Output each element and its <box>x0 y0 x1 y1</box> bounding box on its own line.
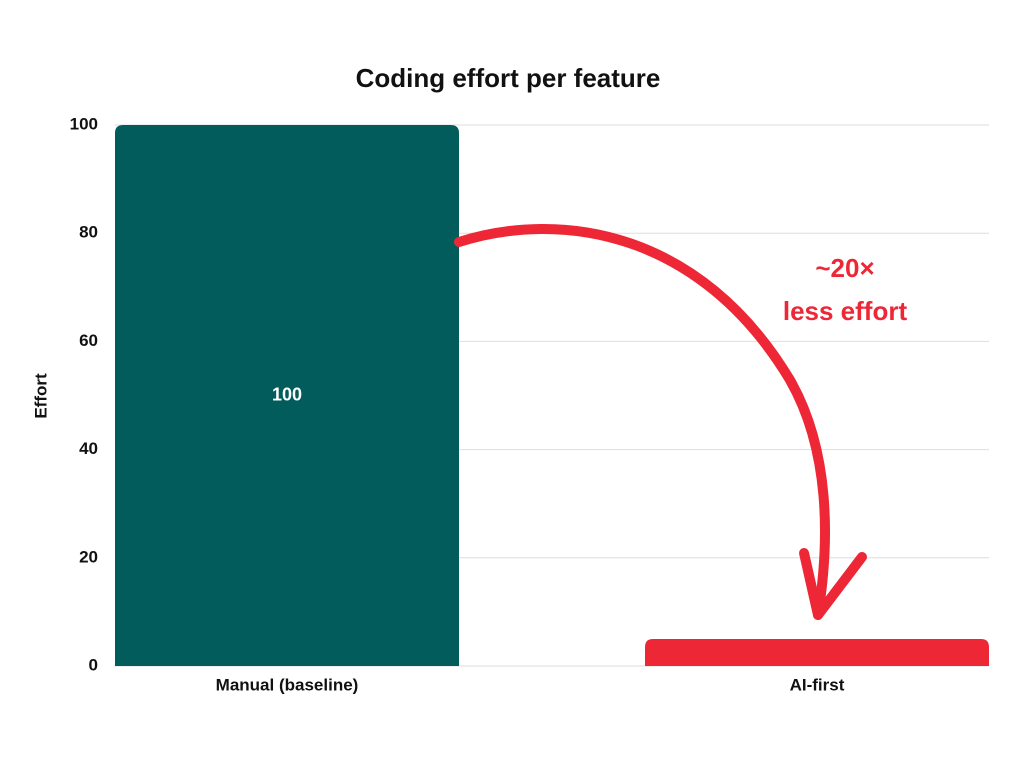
y-tick-label: 80 <box>79 223 98 242</box>
y-tick-label: 60 <box>79 331 98 350</box>
y-tick-label: 40 <box>79 439 98 458</box>
arrow-head <box>799 548 867 620</box>
annotation-text: ~20× <box>815 253 874 283</box>
y-axis-label: Effort <box>31 373 50 419</box>
y-tick-label: 0 <box>89 655 98 674</box>
annotation-text: less effort <box>783 296 908 326</box>
y-tick-label: 20 <box>79 547 98 566</box>
value-label: 100 <box>272 384 302 404</box>
bar <box>645 638 989 666</box>
x-tick-label: Manual (baseline) <box>216 675 359 694</box>
annotation: ~20× less effort <box>783 253 908 326</box>
bar <box>115 125 459 666</box>
chart-title: Coding effort per feature <box>356 63 661 93</box>
x-tick-label: AI-first <box>790 675 845 694</box>
y-tick-label: 100 <box>70 114 98 133</box>
arrow <box>454 224 830 620</box>
bars: Manual (baseline) 100 AI-first <box>115 125 989 694</box>
